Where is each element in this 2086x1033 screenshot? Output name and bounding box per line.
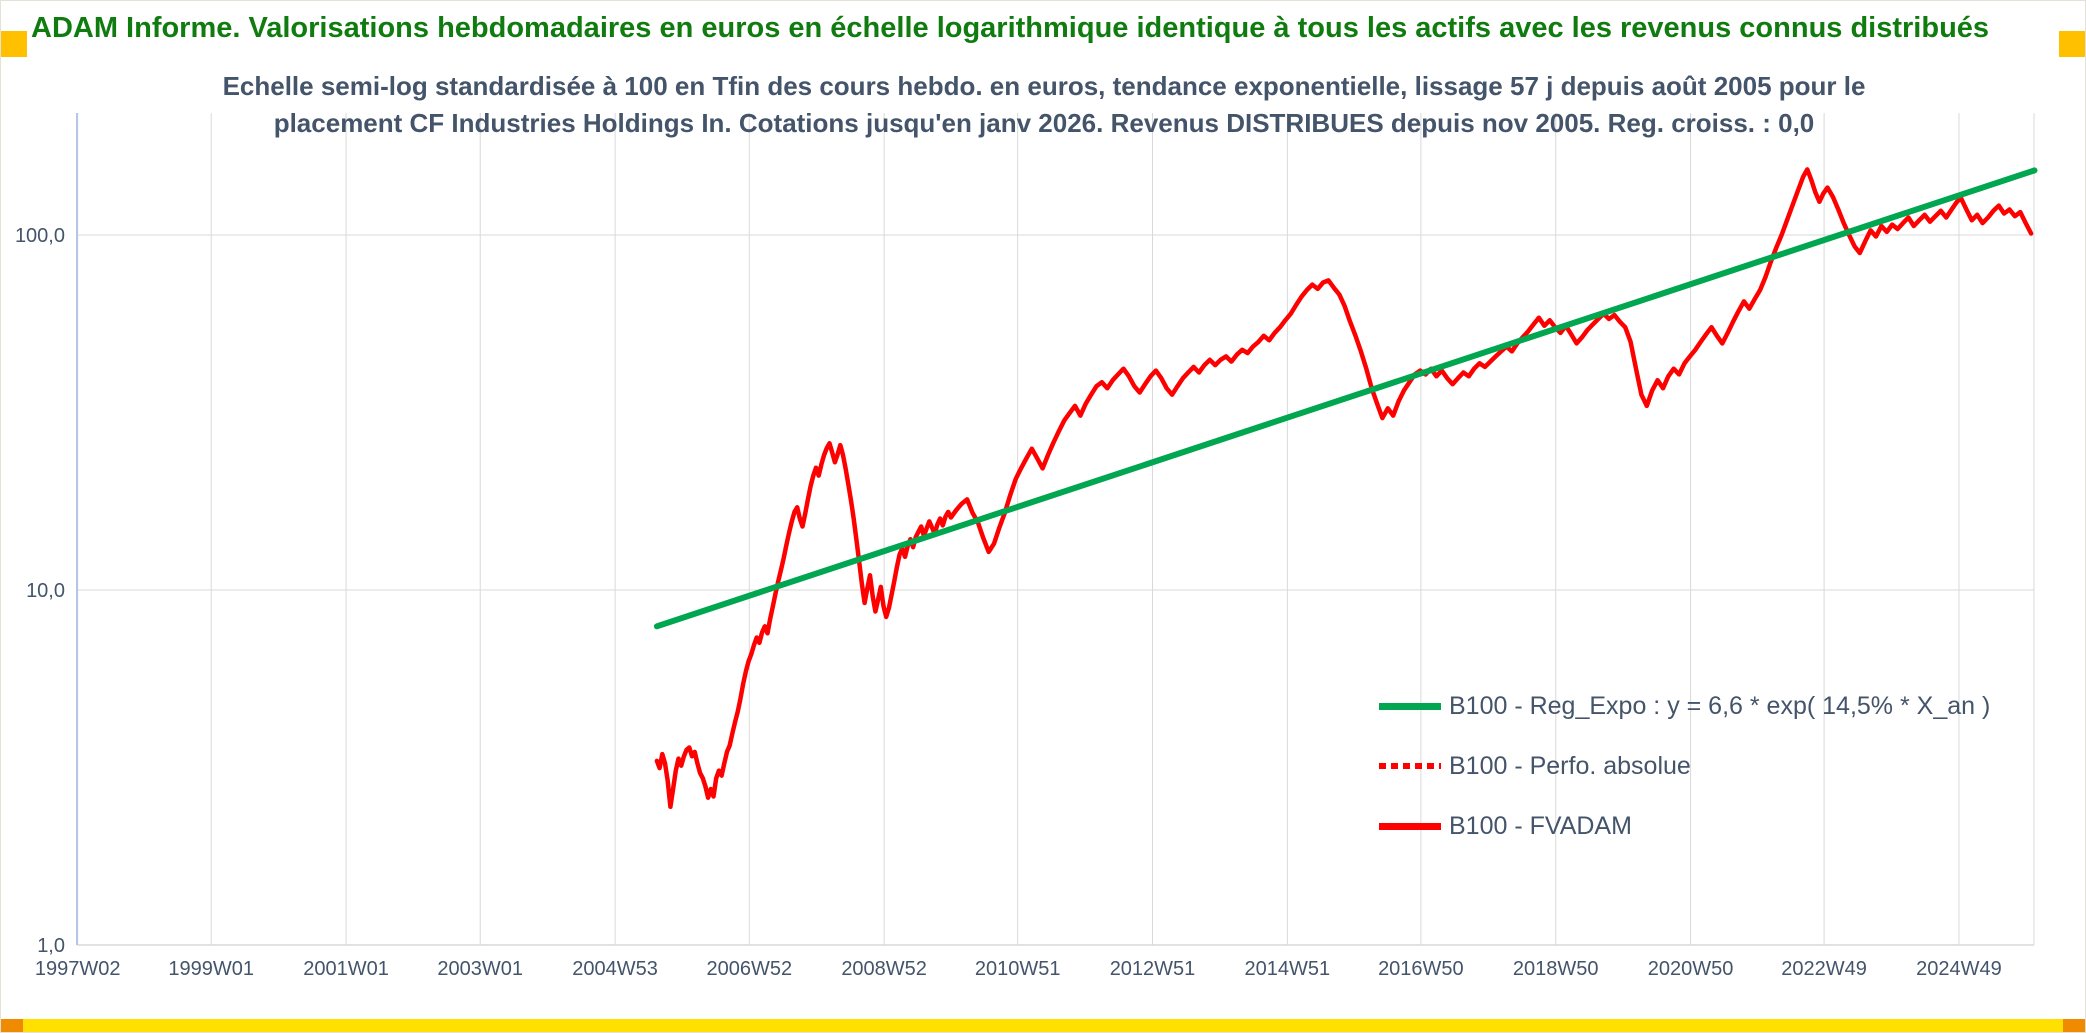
gold-corner-top-right <box>2059 31 2085 57</box>
x-tick-label: 2001W01 <box>303 958 389 980</box>
page-title: ADAM Informe. Valorisations hebdomadaire… <box>31 12 1990 44</box>
x-tick-label: 2004W53 <box>572 958 658 980</box>
legend-item-fvadam: B100 - FVADAM <box>1379 808 1990 844</box>
x-tick-label: 2022W49 <box>1781 958 1867 980</box>
x-tick-label: 2016W50 <box>1378 958 1464 980</box>
x-tick-label: 2018W50 <box>1513 958 1599 980</box>
x-tick-label: 2003W01 <box>437 958 523 980</box>
red-line-swatch-icon <box>1379 822 1441 830</box>
y-tick-label: 10,0 <box>26 580 65 602</box>
orange-corner-bottom-left <box>1 1019 23 1032</box>
legend-label: B100 - FVADAM <box>1449 811 1632 840</box>
red-dotted-line-swatch-icon <box>1379 763 1441 769</box>
semilog-chart: 1997W02 1999W01 2001W01 2003W01 2004W53 2006W… <box>15 113 2038 980</box>
x-tick-label: 2008W52 <box>841 958 927 980</box>
header-bar: ADAM Informe. Valorisations hebdomadaire… <box>1 1 2085 59</box>
legend-label: B100 - Perfo. absolue <box>1449 751 1691 780</box>
legend-item-perfo-absolue: B100 - Perfo. absolue <box>1379 748 1990 784</box>
y-tick-label: 100,0 <box>15 225 65 247</box>
legend-item-reg-expo: B100 - Reg_Expo : y = 6,6 * exp( 14,5% *… <box>1379 688 1990 724</box>
x-tick-label: 1997W02 <box>35 958 121 980</box>
orange-corner-bottom-right <box>2063 1019 2085 1032</box>
x-tick-label: 2020W50 <box>1648 958 1734 980</box>
x-tick-label: 2006W52 <box>706 958 792 980</box>
green-line-swatch-icon <box>1379 702 1441 710</box>
yellow-bottom-strip <box>1 1019 2085 1032</box>
x-tick-label: 2010W51 <box>975 958 1061 980</box>
x-tick-label: 1999W01 <box>168 958 254 980</box>
x-tick-label: 2014W51 <box>1245 958 1331 980</box>
chart-legend: B100 - Reg_Expo : y = 6,6 * exp( 14,5% *… <box>1379 688 1990 868</box>
chart-area: 1997W02 1999W01 2001W01 2003W01 2004W53 2006W… <box>1 58 2085 1021</box>
x-tick-label: 2024W49 <box>1916 958 2002 980</box>
gold-corner-top-left <box>1 31 27 57</box>
regression-line-series <box>653 167 2038 630</box>
legend-label: B100 - Reg_Expo : y = 6,6 * exp( 14,5% *… <box>1449 691 1991 720</box>
y-tick-label: 1,0 <box>37 935 65 957</box>
fvadam-price-series <box>654 167 2034 810</box>
x-tick-label: 2012W51 <box>1110 958 1196 980</box>
